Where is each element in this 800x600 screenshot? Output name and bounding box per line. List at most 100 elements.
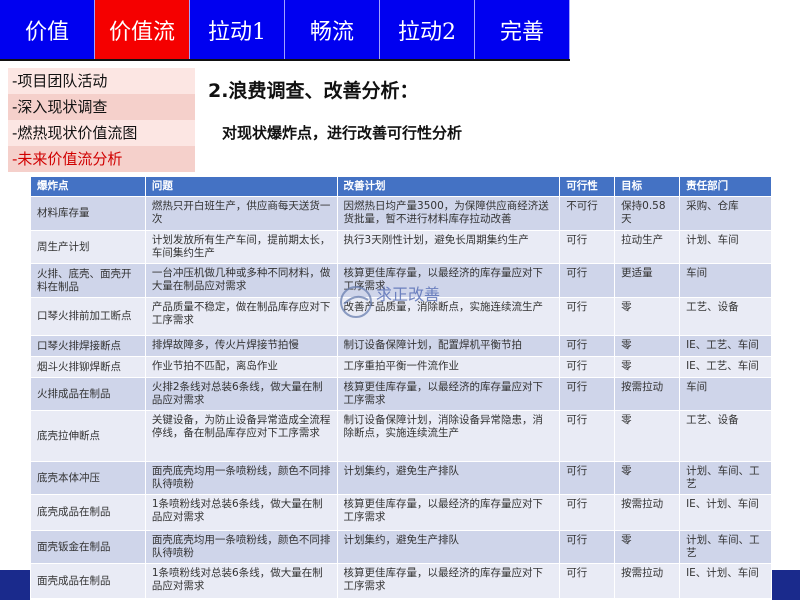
table-cell: 保持0.58天 (614, 196, 681, 231)
table-cell: 零 (614, 461, 681, 495)
table-cell: 拉动生产 (614, 230, 681, 264)
table-cell: 面壳钣金在制品 (30, 530, 146, 564)
table-cell: 按需拉动 (614, 377, 681, 411)
table-row: 周生产计划 计划发放所有生产车间，提前期太长，车间集约生产 执行3天刚性计划，避免长… (30, 230, 772, 264)
table-row: 面壳钣金在制品 面壳底壳均用一条喷粉线，颜色不同排队待喷粉 计划集约，避免生产排队可… (30, 530, 772, 564)
table-cell: 可行 (559, 356, 616, 378)
table-cell: IE、计划、车间 (679, 494, 772, 531)
table-cell: 底壳本体冲压 (30, 461, 146, 495)
sidebar-item[interactable]: -项目团队活动 (8, 68, 195, 94)
tab-3[interactable]: 畅流 (285, 0, 380, 59)
table-cell: 制订设备保障计划，配置焊机平衡节拍 (336, 335, 561, 357)
column-header: 问题 (144, 176, 338, 197)
table-cell: IE、工艺、车间 (679, 335, 772, 357)
table-cell: 可行 (559, 530, 616, 564)
table-cell: 面壳底壳均用一条喷粉线，颜色不同排队待喷粉 (144, 530, 338, 564)
table-cell: 火排、底壳、面壳开料在制品 (30, 263, 146, 298)
table-cell: 改善产品质量，消除断点，实施连续流生产 (336, 297, 561, 336)
table-cell: 核算更佳库存量，以最经济的库存量应对下工序需求 (336, 377, 561, 411)
table-cell: 计划、车间 (679, 230, 772, 264)
table-cell: 计划、车间、工艺 (679, 530, 772, 564)
table-cell: 可行 (559, 263, 616, 298)
table-cell: 核算更佳库存量，以最经济的库存量应对下工序需求 (336, 563, 561, 599)
table-cell: 更适量 (614, 263, 681, 298)
footer-bar-right (772, 570, 800, 600)
table-cell: 1条喷粉线对总装6条线，做大量在制品应对需求 (144, 563, 338, 599)
table-row: 口琴火排焊接断点 排焊故障多，传火片焊接节拍慢 制订设备保障计划，配置焊机平衡节拍可… (30, 335, 772, 357)
table-header: 爆炸点 问题 改善计划 可行性 目标 责任部门 (30, 176, 772, 197)
table-row: 烟斗火排铆焊断点 作业节拍不匹配，离岛作业 工序重拍平衡一件流作业 可行零 IE、工艺、… (30, 356, 772, 378)
table-cell: IE、工艺、车间 (679, 356, 772, 378)
table-cell: 工序重拍平衡一件流作业 (336, 356, 561, 378)
table-row: 火排、底壳、面壳开料在制品 一台冲压机做几种或多种不同材料，做大量在制品应对需求核… (30, 263, 772, 298)
tab-1[interactable]: 价值流 (95, 0, 190, 59)
table-row: 口琴火排前加工断点 产品质量不稳定，做在制品库存应对下工序需求 改善产品质量，消除断… (30, 297, 772, 336)
sidebar-item[interactable]: -未来价值流分析 (8, 146, 195, 172)
table-cell: 周生产计划 (30, 230, 146, 264)
table-cell: 底壳成品在制品 (30, 494, 146, 531)
table-cell: 口琴火排前加工断点 (30, 297, 146, 336)
table-cell: 底壳拉伸断点 (30, 410, 146, 462)
tab-0[interactable]: 价值 (0, 0, 95, 59)
table-cell: 零 (614, 297, 681, 336)
table-cell: 计划集约，避免生产排队 (336, 461, 561, 495)
table-cell: 核算更佳库存量，以最经济的库存量应对下工序需求 (336, 263, 561, 298)
table-cell: 执行3天刚性计划，避免长周期集约生产 (336, 230, 561, 264)
table-cell: 排焊故障多，传火片焊接节拍慢 (144, 335, 338, 357)
table-cell: 关键设备，为防止设备异常造成全流程停线，备在制品库存应对下工序需求 (144, 410, 338, 462)
table-cell: 核算更佳库存量，以最经济的库存量应对下工序需求 (336, 494, 561, 531)
table-row: 底壳成品在制品 1条喷粉线对总装6条线，做大量在制品应对需求 核算更佳库存量，以最经… (30, 494, 772, 531)
table-cell: 计划集约，避免生产排队 (336, 530, 561, 564)
table-cell: 可行 (559, 377, 616, 411)
footer-bar-left (0, 570, 30, 600)
table-cell: IE、计划、车间 (679, 563, 772, 599)
table-cell: 产品质量不稳定，做在制品库存应对下工序需求 (144, 297, 338, 336)
tab-5[interactable]: 完善 (475, 0, 570, 59)
table-row: 材料库存量 燃热只开白班生产，供应商每天送货一次 因燃热日均产量3500，为保障供应… (30, 196, 772, 231)
table-cell: 火排成品在制品 (30, 377, 146, 411)
table-cell: 工艺、设备 (679, 410, 772, 462)
table-cell: 口琴火排焊接断点 (30, 335, 146, 357)
table-cell: 燃热只开白班生产，供应商每天送货一次 (144, 196, 338, 231)
top-nav: 价值 价值流 拉动1 畅流 拉动2 完善 (0, 0, 570, 61)
sidebar: -项目团队活动 -深入现状调查 -燃热现状价值流图 -未来价值流分析 (8, 68, 195, 172)
table-cell: 零 (614, 335, 681, 357)
table-cell: 可行 (559, 230, 616, 264)
sidebar-item[interactable]: -深入现状调查 (8, 94, 195, 120)
tab-2[interactable]: 拉动1 (190, 0, 285, 59)
analysis-table: 爆炸点 问题 改善计划 可行性 目标 责任部门 材料库存量 燃热只开白班生产，供应商每天送货… (30, 176, 772, 599)
table-row: 底壳本体冲压 面壳底壳均用一条喷粉线，颜色不同排队待喷粉 计划集约，避免生产排队 可行… (30, 461, 772, 495)
sidebar-item[interactable]: -燃热现状价值流图 (8, 120, 195, 146)
table-cell: 按需拉动 (614, 563, 681, 599)
table-cell: 一台冲压机做几种或多种不同材料，做大量在制品应对需求 (144, 263, 338, 298)
table-cell: 工艺、设备 (679, 297, 772, 336)
table-cell: 采购、仓库 (679, 196, 772, 231)
table-cell: 面壳成品在制品 (30, 563, 146, 599)
column-header: 目标 (614, 176, 681, 197)
table-cell: 计划、车间、工艺 (679, 461, 772, 495)
table-cell: 1条喷粉线对总装6条线，做大量在制品应对需求 (144, 494, 338, 531)
table-cell: 零 (614, 410, 681, 462)
table-cell: 可行 (559, 410, 616, 462)
table-cell: 作业节拍不匹配，离岛作业 (144, 356, 338, 378)
page-subtitle: 对现状爆炸点，进行改善可行性分析 (222, 124, 463, 142)
table-cell: 可行 (559, 461, 616, 495)
table-cell: 车间 (679, 263, 772, 298)
table-row: 底壳拉伸断点 关键设备，为防止设备异常造成全流程停线，备在制品库存应对下工序需求制… (30, 410, 772, 462)
column-header: 责任部门 (679, 176, 772, 197)
table-cell: 火排2条线对总装6条线，做大量在制品应对需求 (144, 377, 338, 411)
table-cell: 面壳底壳均用一条喷粉线，颜色不同排队待喷粉 (144, 461, 338, 495)
table-cell: 不可行 (559, 196, 616, 231)
table-row: 面壳成品在制品 1条喷粉线对总装6条线，做大量在制品应对需求 核算更佳库存量，以最经… (30, 563, 772, 599)
table-cell: 计划发放所有生产车间，提前期太长，车间集约生产 (144, 230, 338, 264)
page-title: 2.浪费调查、改善分析： (208, 80, 419, 102)
tab-4[interactable]: 拉动2 (380, 0, 475, 59)
table-cell: 可行 (559, 335, 616, 357)
table-row: 火排成品在制品 火排2条线对总装6条线，做大量在制品应对需求 核算更佳库存量，以最经… (30, 377, 772, 411)
table-cell: 车间 (679, 377, 772, 411)
column-header: 爆炸点 (30, 176, 146, 197)
table-cell: 可行 (559, 563, 616, 599)
table-cell: 零 (614, 356, 681, 378)
column-header: 改善计划 (336, 176, 561, 197)
table-cell: 制订设备保障计划，消除设备异常隐患，消除断点，实施连续流生产 (336, 410, 561, 462)
